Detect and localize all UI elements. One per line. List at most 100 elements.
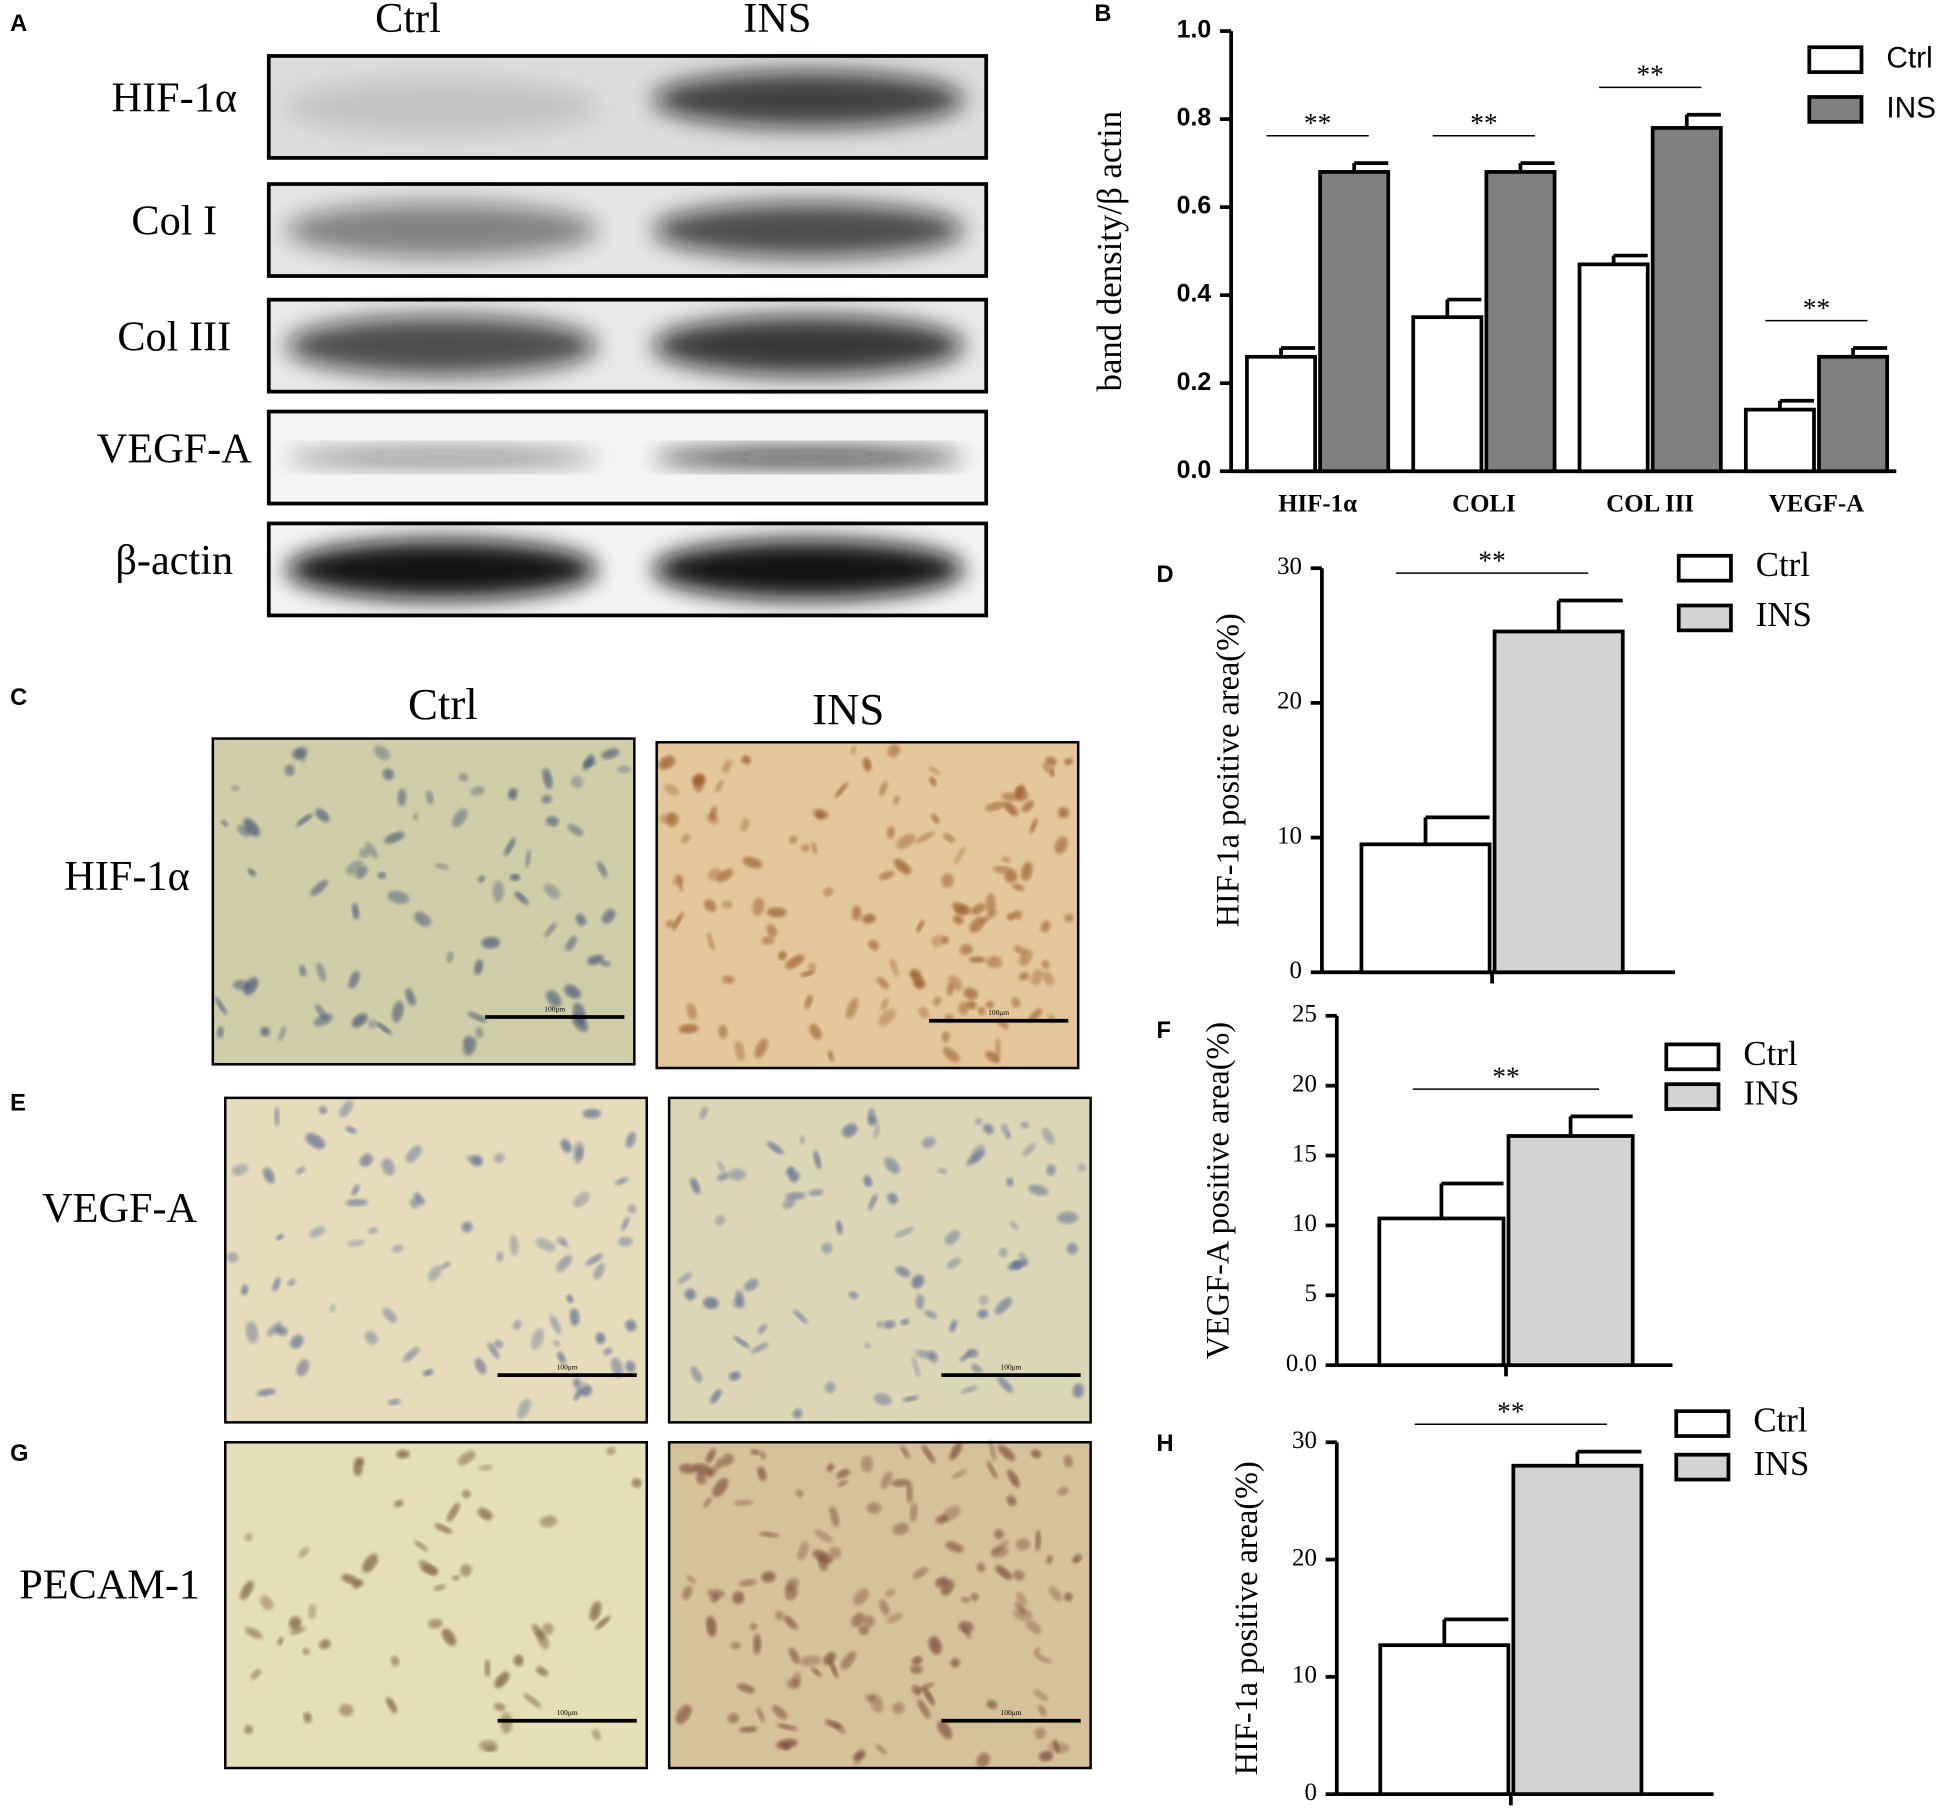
cell <box>284 764 295 776</box>
cell <box>772 1705 788 1720</box>
cell <box>807 962 817 972</box>
cell <box>582 1108 602 1119</box>
cell <box>329 1303 336 1313</box>
cell <box>825 1719 842 1729</box>
cell <box>722 974 735 984</box>
cell <box>775 1610 784 1621</box>
cell <box>461 1489 471 1499</box>
cell <box>761 936 775 945</box>
y-tick-label: 20 <box>1292 1544 1317 1571</box>
cell <box>946 1257 962 1269</box>
cell <box>851 1612 865 1627</box>
cell <box>1046 1554 1053 1564</box>
cell <box>397 788 407 807</box>
cell <box>756 1707 765 1723</box>
cell <box>733 1499 754 1506</box>
cell <box>260 1595 274 1611</box>
blot-band <box>652 315 964 376</box>
cell <box>948 975 963 991</box>
cell <box>446 951 454 963</box>
row-label: HIF-1α <box>112 75 237 122</box>
cell <box>887 744 901 758</box>
cell <box>703 1296 719 1310</box>
cell <box>1030 968 1044 986</box>
y-tick-label: 0.2 <box>1177 368 1212 396</box>
cell <box>732 1591 745 1604</box>
cell <box>722 759 732 774</box>
bar <box>1359 842 1492 975</box>
cell <box>941 873 954 888</box>
cell <box>1011 997 1021 1008</box>
legend-label: INS <box>1756 595 1812 634</box>
cell <box>727 1713 739 1724</box>
y-tick-label: 0.0 <box>1286 1350 1317 1377</box>
cell <box>1021 972 1031 981</box>
cell <box>377 872 386 879</box>
cell <box>949 1319 958 1333</box>
cell <box>289 1626 306 1635</box>
cell <box>1006 1495 1017 1507</box>
cell <box>706 932 715 951</box>
cell <box>797 1541 809 1561</box>
scale-bar-label: 100μm <box>544 1004 565 1013</box>
cell <box>951 901 968 915</box>
cell <box>567 824 584 837</box>
cell <box>928 1636 942 1655</box>
cell <box>728 1371 741 1381</box>
cell <box>958 1621 974 1633</box>
cell <box>968 956 986 963</box>
cell <box>932 996 942 1007</box>
cell <box>1020 1121 1030 1129</box>
cell <box>487 1342 500 1359</box>
cell <box>391 1001 404 1023</box>
cell <box>592 1729 601 1741</box>
cell <box>715 780 724 793</box>
cell <box>954 846 966 865</box>
cell <box>891 1478 911 1488</box>
cell <box>678 1024 699 1034</box>
cell <box>914 1349 937 1360</box>
scale-bar-label: 100μm <box>1001 1362 1022 1371</box>
cell <box>710 1594 720 1603</box>
y-axis-label: HIF-1a positive area(%) <box>1210 613 1246 927</box>
cell <box>544 922 557 938</box>
cell <box>494 1671 510 1688</box>
y-tick-label: 30 <box>1292 1427 1317 1454</box>
cell <box>1025 1620 1042 1634</box>
cell <box>916 1682 935 1692</box>
cell <box>699 1106 708 1120</box>
cell <box>929 776 937 787</box>
cell <box>434 862 450 870</box>
cell <box>1021 1142 1037 1157</box>
bar <box>1577 262 1650 474</box>
cell <box>250 1669 262 1680</box>
cell <box>440 1261 451 1270</box>
x-tick-label: HIF-1α <box>1278 491 1357 518</box>
cell <box>353 1457 363 1477</box>
cell <box>658 755 675 770</box>
legend-swatch <box>1676 553 1733 583</box>
cell <box>631 1478 642 1488</box>
cell <box>878 1008 896 1026</box>
cell <box>707 1589 725 1599</box>
cell <box>918 1006 930 1018</box>
cell <box>900 1318 910 1326</box>
y-tick-label: 0 <box>1290 957 1302 984</box>
cell <box>394 1499 404 1508</box>
cell <box>1066 1242 1079 1255</box>
cell <box>740 817 750 832</box>
cell <box>873 1393 892 1406</box>
cell <box>556 1351 566 1364</box>
cell <box>959 944 973 955</box>
cell <box>359 848 370 859</box>
cell <box>299 964 307 977</box>
scale-bar-label: 100μm <box>557 1708 578 1717</box>
cell <box>766 924 778 938</box>
cell <box>339 1100 354 1118</box>
cell <box>866 1502 882 1514</box>
cell <box>572 1002 586 1025</box>
cell <box>738 1578 757 1587</box>
legend-swatch <box>1807 95 1864 124</box>
cell <box>1046 1164 1056 1176</box>
cell <box>691 773 706 786</box>
